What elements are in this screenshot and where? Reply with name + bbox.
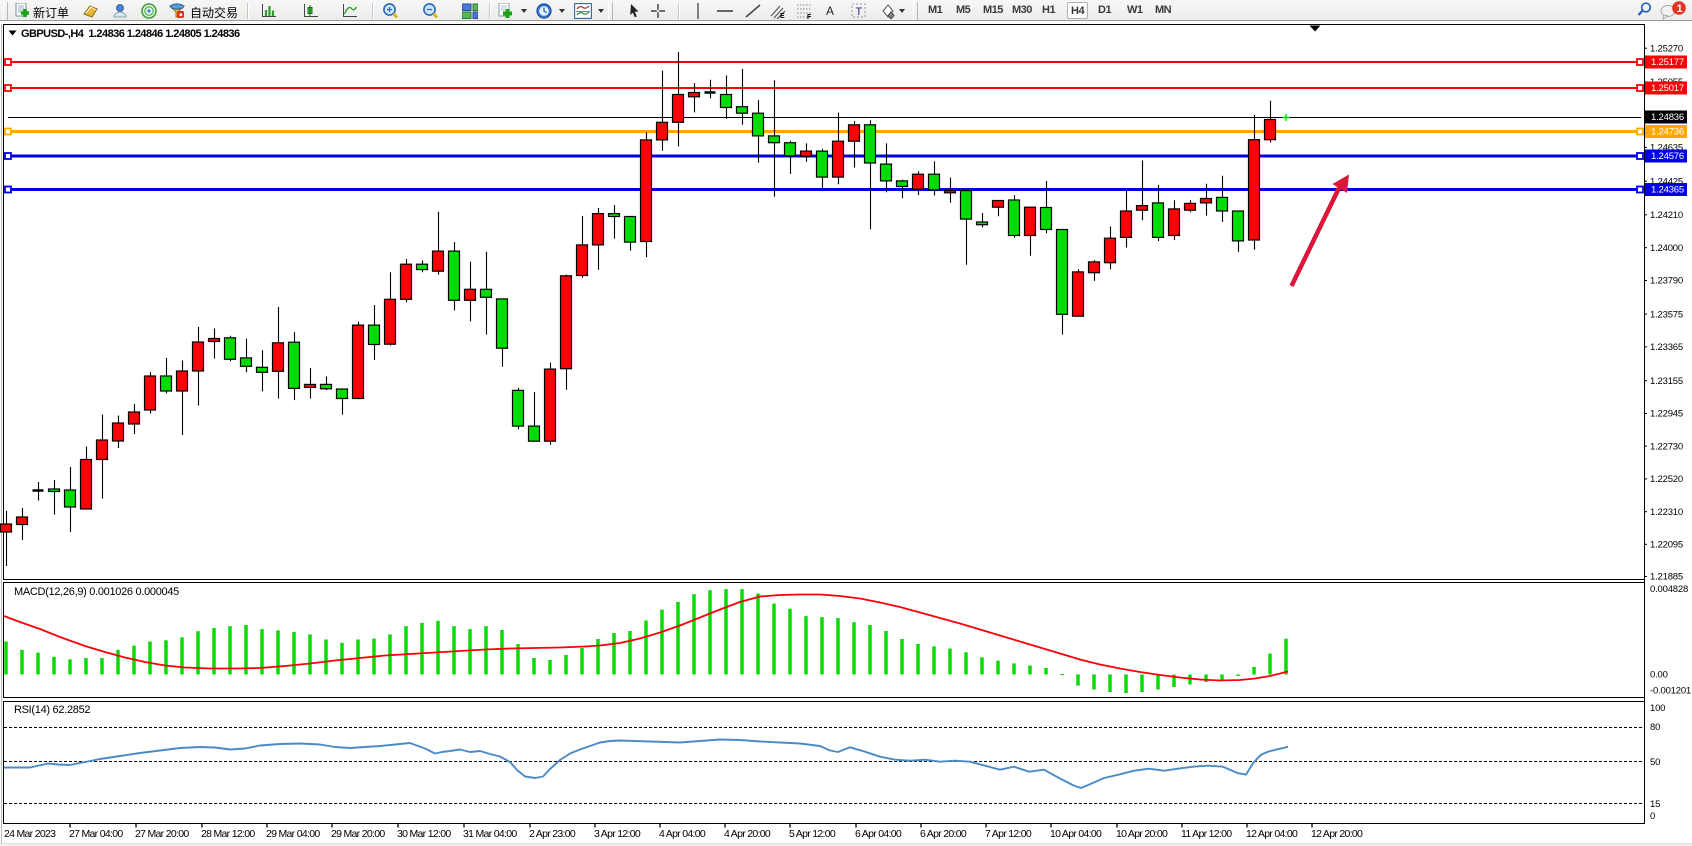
svg-text:1.24425: 1.24425 bbox=[1650, 176, 1683, 187]
svg-text:6 Apr 20:00: 6 Apr 20:00 bbox=[920, 828, 967, 840]
svg-text:1.24836: 1.24836 bbox=[1651, 112, 1684, 123]
svg-text:1.22095: 1.22095 bbox=[1650, 540, 1683, 551]
svg-text:1.25270: 1.25270 bbox=[1650, 43, 1683, 54]
svg-text:27 Mar 20:00: 27 Mar 20:00 bbox=[135, 828, 189, 840]
svg-text:1.24210: 1.24210 bbox=[1650, 210, 1683, 221]
svg-text:1.24635: 1.24635 bbox=[1650, 143, 1683, 154]
svg-text:15: 15 bbox=[1650, 799, 1660, 810]
svg-text:MACD(12,26,9) 0.001026 0.00004: MACD(12,26,9) 0.001026 0.000045 bbox=[14, 586, 179, 598]
svg-text:6 Apr 04:00: 6 Apr 04:00 bbox=[855, 828, 902, 840]
svg-text:1.24576: 1.24576 bbox=[1651, 151, 1684, 162]
svg-text:28 Mar 12:00: 28 Mar 12:00 bbox=[201, 828, 255, 840]
svg-text:31 Mar 04:00: 31 Mar 04:00 bbox=[463, 828, 517, 840]
svg-text:50: 50 bbox=[1650, 757, 1660, 768]
svg-text:3 Apr 12:00: 3 Apr 12:00 bbox=[594, 828, 641, 840]
svg-text:1.25017: 1.25017 bbox=[1651, 83, 1684, 94]
svg-text:1.22310: 1.22310 bbox=[1650, 507, 1683, 518]
svg-text:11 Apr 12:00: 11 Apr 12:00 bbox=[1181, 828, 1232, 840]
svg-text:4 Apr 20:00: 4 Apr 20:00 bbox=[724, 828, 771, 840]
svg-text:12 Apr 20:00: 12 Apr 20:00 bbox=[1311, 828, 1363, 840]
svg-text:1.25177: 1.25177 bbox=[1651, 57, 1684, 68]
svg-text:F: F bbox=[807, 14, 812, 19]
svg-text:5 Apr 12:00: 5 Apr 12:00 bbox=[789, 828, 836, 840]
svg-text:1.23365: 1.23365 bbox=[1650, 342, 1683, 353]
svg-text:10 Apr 20:00: 10 Apr 20:00 bbox=[1116, 828, 1168, 840]
svg-text:30 Mar 12:00: 30 Mar 12:00 bbox=[397, 828, 451, 840]
svg-text:27 Mar 04:00: 27 Mar 04:00 bbox=[69, 828, 123, 840]
svg-text:1.23575: 1.23575 bbox=[1650, 309, 1683, 320]
svg-text:1.24736: 1.24736 bbox=[1651, 127, 1684, 138]
svg-text:0.00: 0.00 bbox=[1650, 670, 1668, 681]
svg-text:1.24000: 1.24000 bbox=[1650, 243, 1683, 254]
svg-text:7 Apr 12:00: 7 Apr 12:00 bbox=[985, 828, 1032, 840]
svg-text:E: E bbox=[780, 13, 785, 19]
svg-text:1: 1 bbox=[1677, 3, 1683, 15]
svg-text:1.23155: 1.23155 bbox=[1650, 376, 1683, 387]
svg-text:1.24365: 1.24365 bbox=[1651, 185, 1684, 196]
svg-text:4 Apr 04:00: 4 Apr 04:00 bbox=[659, 828, 706, 840]
svg-text:24 Mar 2023: 24 Mar 2023 bbox=[4, 828, 56, 840]
svg-text:29 Mar 04:00: 29 Mar 04:00 bbox=[266, 828, 320, 840]
svg-text:-0.001201: -0.001201 bbox=[1650, 686, 1691, 697]
svg-text:2 Apr 23:00: 2 Apr 23:00 bbox=[529, 828, 576, 840]
svg-text:1.22520: 1.22520 bbox=[1650, 474, 1683, 485]
svg-text:GBPUSD-,H4 1.24836 1.24846 1.: GBPUSD-,H4 1.24836 1.24846 1.24805 1.248… bbox=[21, 28, 240, 40]
svg-text:10 Apr 04:00: 10 Apr 04:00 bbox=[1050, 828, 1102, 840]
svg-text:1.22730: 1.22730 bbox=[1650, 441, 1683, 452]
svg-text:29 Mar 20:00: 29 Mar 20:00 bbox=[331, 828, 385, 840]
svg-text:12 Apr 04:00: 12 Apr 04:00 bbox=[1246, 828, 1298, 840]
svg-text:T: T bbox=[856, 6, 863, 18]
svg-text:RSI(14) 62.2852: RSI(14) 62.2852 bbox=[14, 704, 90, 716]
svg-text:1.21885: 1.21885 bbox=[1650, 572, 1683, 583]
svg-text:80: 80 bbox=[1650, 722, 1660, 733]
svg-text:1.23790: 1.23790 bbox=[1650, 276, 1683, 287]
svg-text:0.004828: 0.004828 bbox=[1650, 584, 1688, 595]
svg-text:100: 100 bbox=[1650, 703, 1665, 714]
svg-text:1.22945: 1.22945 bbox=[1650, 409, 1683, 420]
svg-text:0: 0 bbox=[1650, 811, 1655, 822]
